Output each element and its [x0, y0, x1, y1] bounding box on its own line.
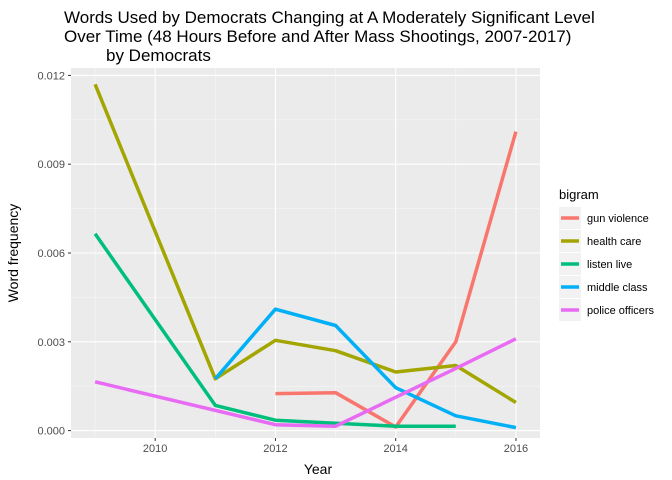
x-tick-label: 2014 [383, 443, 407, 455]
chart-title-line-3: by Democrats [106, 46, 211, 65]
y-tick-label: 0.000 [37, 426, 65, 438]
legend-item-middle-class: middle class [559, 276, 648, 298]
y-axis: 0.000 0.003 0.006 0.009 0.012 [37, 70, 71, 438]
y-axis-title: Word frequency [5, 204, 21, 303]
x-tick-label: 2012 [263, 443, 287, 455]
legend-label: police officers [587, 305, 655, 317]
legend-label: listen live [587, 259, 632, 271]
chart-title-line-1: Words Used by Democrats Changing at A Mo… [64, 8, 595, 27]
legend-item-listen-live: listen live [559, 253, 632, 275]
legend-item-police-officers: police officers [559, 299, 655, 321]
x-axis: 2010 2012 2014 2016 [143, 438, 528, 455]
x-tick-label: 2016 [504, 443, 528, 455]
series-line-middle-class [213, 307, 517, 430]
series-line-listen-live [93, 232, 456, 428]
series-lines [93, 83, 518, 430]
x-tick-label: 2010 [143, 443, 167, 455]
legend-label: middle class [587, 282, 648, 294]
y-tick-label: 0.003 [37, 337, 65, 349]
y-tick-label: 0.009 [37, 159, 65, 171]
major-gridlines [71, 68, 540, 438]
legend-item-health-care: health care [559, 230, 641, 252]
y-tick-label: 0.006 [37, 248, 65, 260]
legend-item-gun-violence: gun violence [559, 207, 649, 229]
chart-title-line-2: Over Time (48 Hours Before and After Mas… [64, 27, 571, 46]
legend-title: bigram [559, 187, 599, 202]
y-tick-label: 0.012 [37, 70, 65, 82]
x-axis-title: Year [304, 461, 333, 477]
legend-label: gun violence [587, 213, 649, 225]
legend-label: health care [587, 236, 641, 248]
series-line-police-officers [94, 337, 517, 428]
chart-title: Words Used by Democrats Changing at A Mo… [64, 8, 595, 65]
legend: bigram gun violence health care listen liv… [559, 187, 655, 321]
legend-items: gun violence health care listen live middle… [559, 207, 655, 321]
